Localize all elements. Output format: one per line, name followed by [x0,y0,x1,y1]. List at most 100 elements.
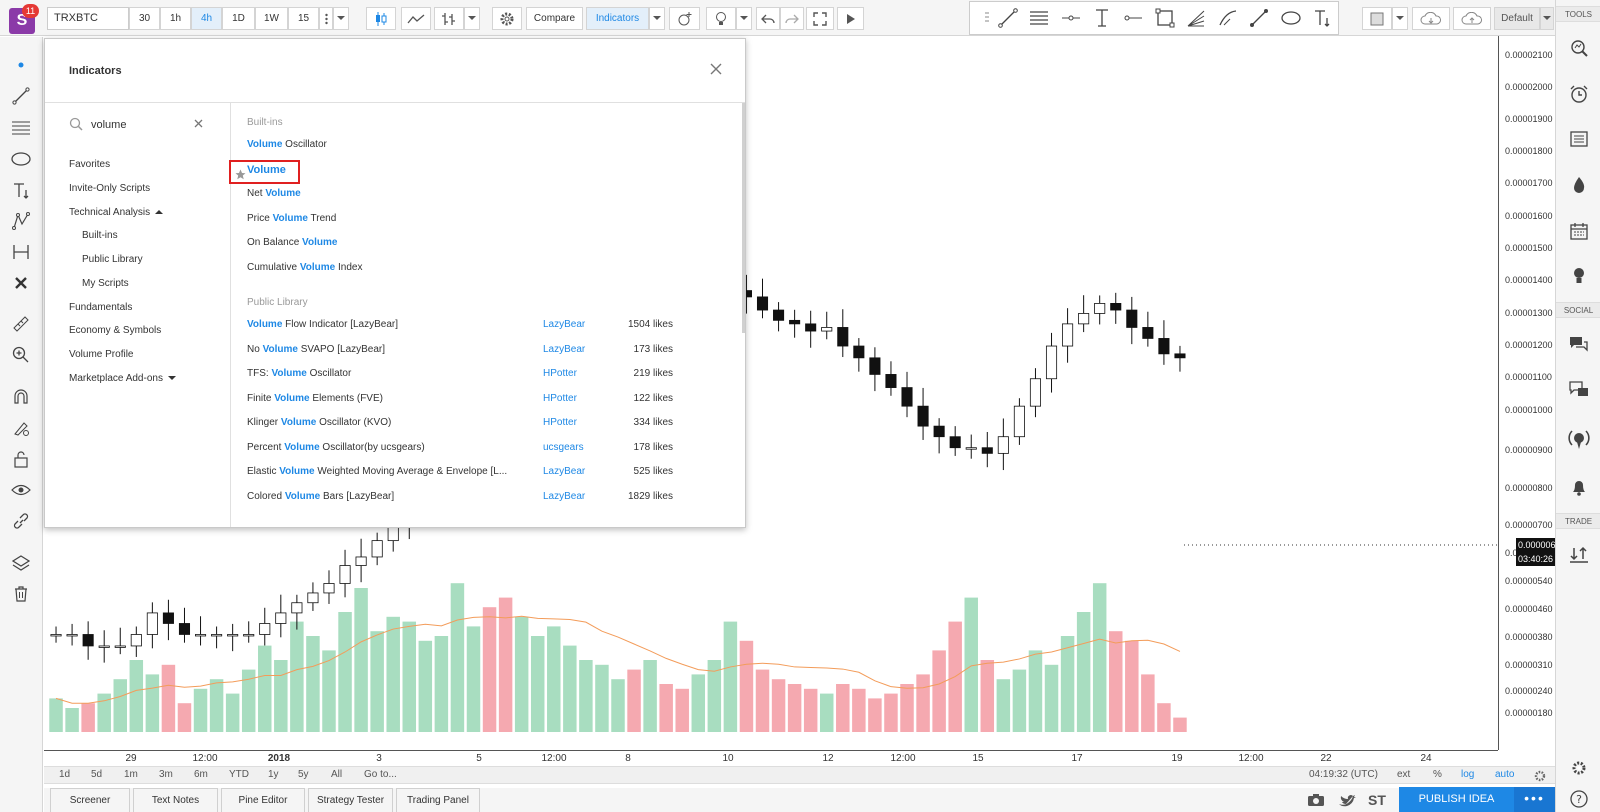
twitter-icon[interactable] [1338,793,1356,810]
builtin-indicator-item[interactable]: Cumulative Volume Index [247,262,362,273]
replay-play-icon[interactable] [837,7,864,30]
trash-icon[interactable] [9,582,33,606]
link-icon[interactable] [9,509,33,533]
layout-chevron-icon[interactable] [1540,7,1554,30]
public-library-indicator-item[interactable]: Klinger Volume Oscillator (KVO) [247,417,391,428]
category-public-library[interactable]: Public Library [82,254,143,265]
indicator-author-link[interactable]: LazyBear [543,466,586,477]
tab-pine-editor[interactable]: Pine Editor [221,788,305,812]
trend-line-icon[interactable] [992,2,1023,34]
category-built-ins[interactable]: Built-ins [82,230,118,241]
undo-icon[interactable] [756,7,780,30]
rectangle-icon[interactable] [1149,2,1180,34]
ideas-chevron-icon[interactable] [736,7,752,30]
log-scale-toggle[interactable]: log [1461,769,1475,780]
indicator-author-link[interactable]: LazyBear [543,319,586,330]
layout-name-button[interactable]: Default [1494,7,1540,30]
fib-fan-icon[interactable] [1181,2,1212,34]
category-my-scripts[interactable]: My Scripts [82,278,129,289]
go-to-date-button[interactable]: Go to... [364,769,397,780]
extended-hours-toggle[interactable]: ext [1397,769,1411,780]
tab-text-notes[interactable]: Text Notes [133,788,218,812]
vertical-text-icon[interactable] [1086,2,1117,34]
chat-icon[interactable] [1566,332,1592,358]
calendar-icon[interactable] [1566,218,1592,244]
watchlist-icon[interactable] [1566,35,1592,61]
builtin-indicator-item[interactable]: Price Volume Trend [247,213,336,224]
category-fundamentals[interactable]: Fundamentals [69,302,133,313]
layers-icon[interactable] [9,551,33,575]
stay-in-drawing-icon[interactable] [9,416,33,440]
range-1y[interactable]: 1y [268,769,279,780]
settings-cog-icon[interactable] [1566,755,1592,781]
shapes-tool-icon[interactable] [9,147,33,171]
patterns-tool-icon[interactable] [9,209,33,233]
category-technical-analysis[interactable]: Technical Analysis [69,207,163,218]
interval-30-button[interactable]: 30 [129,7,160,30]
close-icon[interactable] [706,59,726,79]
gear-icon[interactable] [492,7,522,30]
ruler-icon[interactable] [9,312,33,336]
data-window-icon[interactable] [1566,126,1592,152]
percent-scale-toggle[interactable]: % [1433,769,1442,780]
compare-button[interactable]: Compare [526,7,583,30]
publish-idea-button[interactable]: PUBLISH IDEA [1399,787,1514,812]
results-scrollbar[interactable] [742,103,745,333]
indicator-author-link[interactable]: HPotter [543,417,577,428]
redo-icon[interactable] [780,7,804,30]
color-square-icon[interactable] [1362,7,1392,30]
trading-arrows-icon[interactable] [1566,542,1592,568]
text-tool-icon[interactable] [1307,2,1338,34]
tab-screener[interactable]: Screener [50,788,130,812]
lightbulb-icon[interactable] [706,7,736,30]
cloud-load-icon[interactable] [1412,7,1450,30]
interval-1d-button[interactable]: 1D [222,7,255,30]
private-chat-icon[interactable] [1566,377,1592,403]
interval-1h-button[interactable]: 1h [160,7,191,30]
cursor-dot-icon[interactable] [9,53,33,77]
ideas-lightbulb-icon[interactable] [1566,263,1592,289]
chart-settings-icon[interactable] [1534,770,1546,785]
category-favorites[interactable]: Favorites [69,159,111,170]
public-library-indicator-item[interactable]: Finite Volume Elements (FVE) [247,393,383,404]
indicators-button[interactable]: Indicators [586,7,649,30]
alarm-clock-icon[interactable] [1566,81,1592,107]
range-5y[interactable]: 5y [298,769,309,780]
hotlist-flame-icon[interactable] [1566,172,1592,198]
range-1m[interactable]: 1m [124,769,138,780]
utc-clock[interactable]: 04:19:32 (UTC) [1309,769,1378,780]
range-5d[interactable]: 5d [91,769,103,780]
range-ytd[interactable]: YTD [229,769,249,780]
interval-15-button[interactable]: 15 [288,7,319,30]
interval-1w-button[interactable]: 1W [255,7,288,30]
unlock-icon[interactable] [9,447,33,471]
camera-icon[interactable] [1307,793,1325,810]
panel-drag-handle-icon[interactable] [982,2,992,34]
fullscreen-icon[interactable] [806,7,834,30]
range-3m[interactable]: 3m [159,769,173,780]
notifications-bell-icon[interactable] [1566,474,1592,500]
public-library-indicator-item[interactable]: Colored Volume Bars [LazyBear] [247,491,394,502]
measure-line-icon[interactable] [1244,2,1275,34]
search-input[interactable] [91,115,186,135]
zoom-in-icon[interactable] [9,343,33,367]
stocktwits-icon[interactable]: ST [1368,792,1386,808]
brush-icon[interactable] [1212,2,1243,34]
parallel-channel-icon[interactable] [1023,2,1054,34]
category-marketplace-add-ons[interactable]: Marketplace Add-ons [69,373,176,384]
prediction-tool-icon[interactable] [9,240,33,264]
pitchfork-tool-icon[interactable] [9,116,33,140]
symbol-search-input[interactable]: TRXBTC [47,7,129,30]
price-chart[interactable] [44,36,1498,750]
indicator-author-link[interactable]: LazyBear [543,343,586,355]
range-1d[interactable]: 1d [59,769,71,780]
category-volume-profile[interactable]: Volume Profile [69,349,134,360]
color-chevron-icon[interactable] [1392,7,1408,30]
bars-chart-type-icon[interactable] [434,7,464,30]
ellipse-icon[interactable] [1275,2,1306,34]
category-economy-symbols[interactable]: Economy & Symbols [69,325,162,336]
tab-strategy-tester[interactable]: Strategy Tester [308,788,393,812]
text-annotation-icon[interactable] [9,178,33,202]
indicator-author-link[interactable]: HPotter [543,368,577,379]
indicator-author-link[interactable]: LazyBear [543,490,586,502]
